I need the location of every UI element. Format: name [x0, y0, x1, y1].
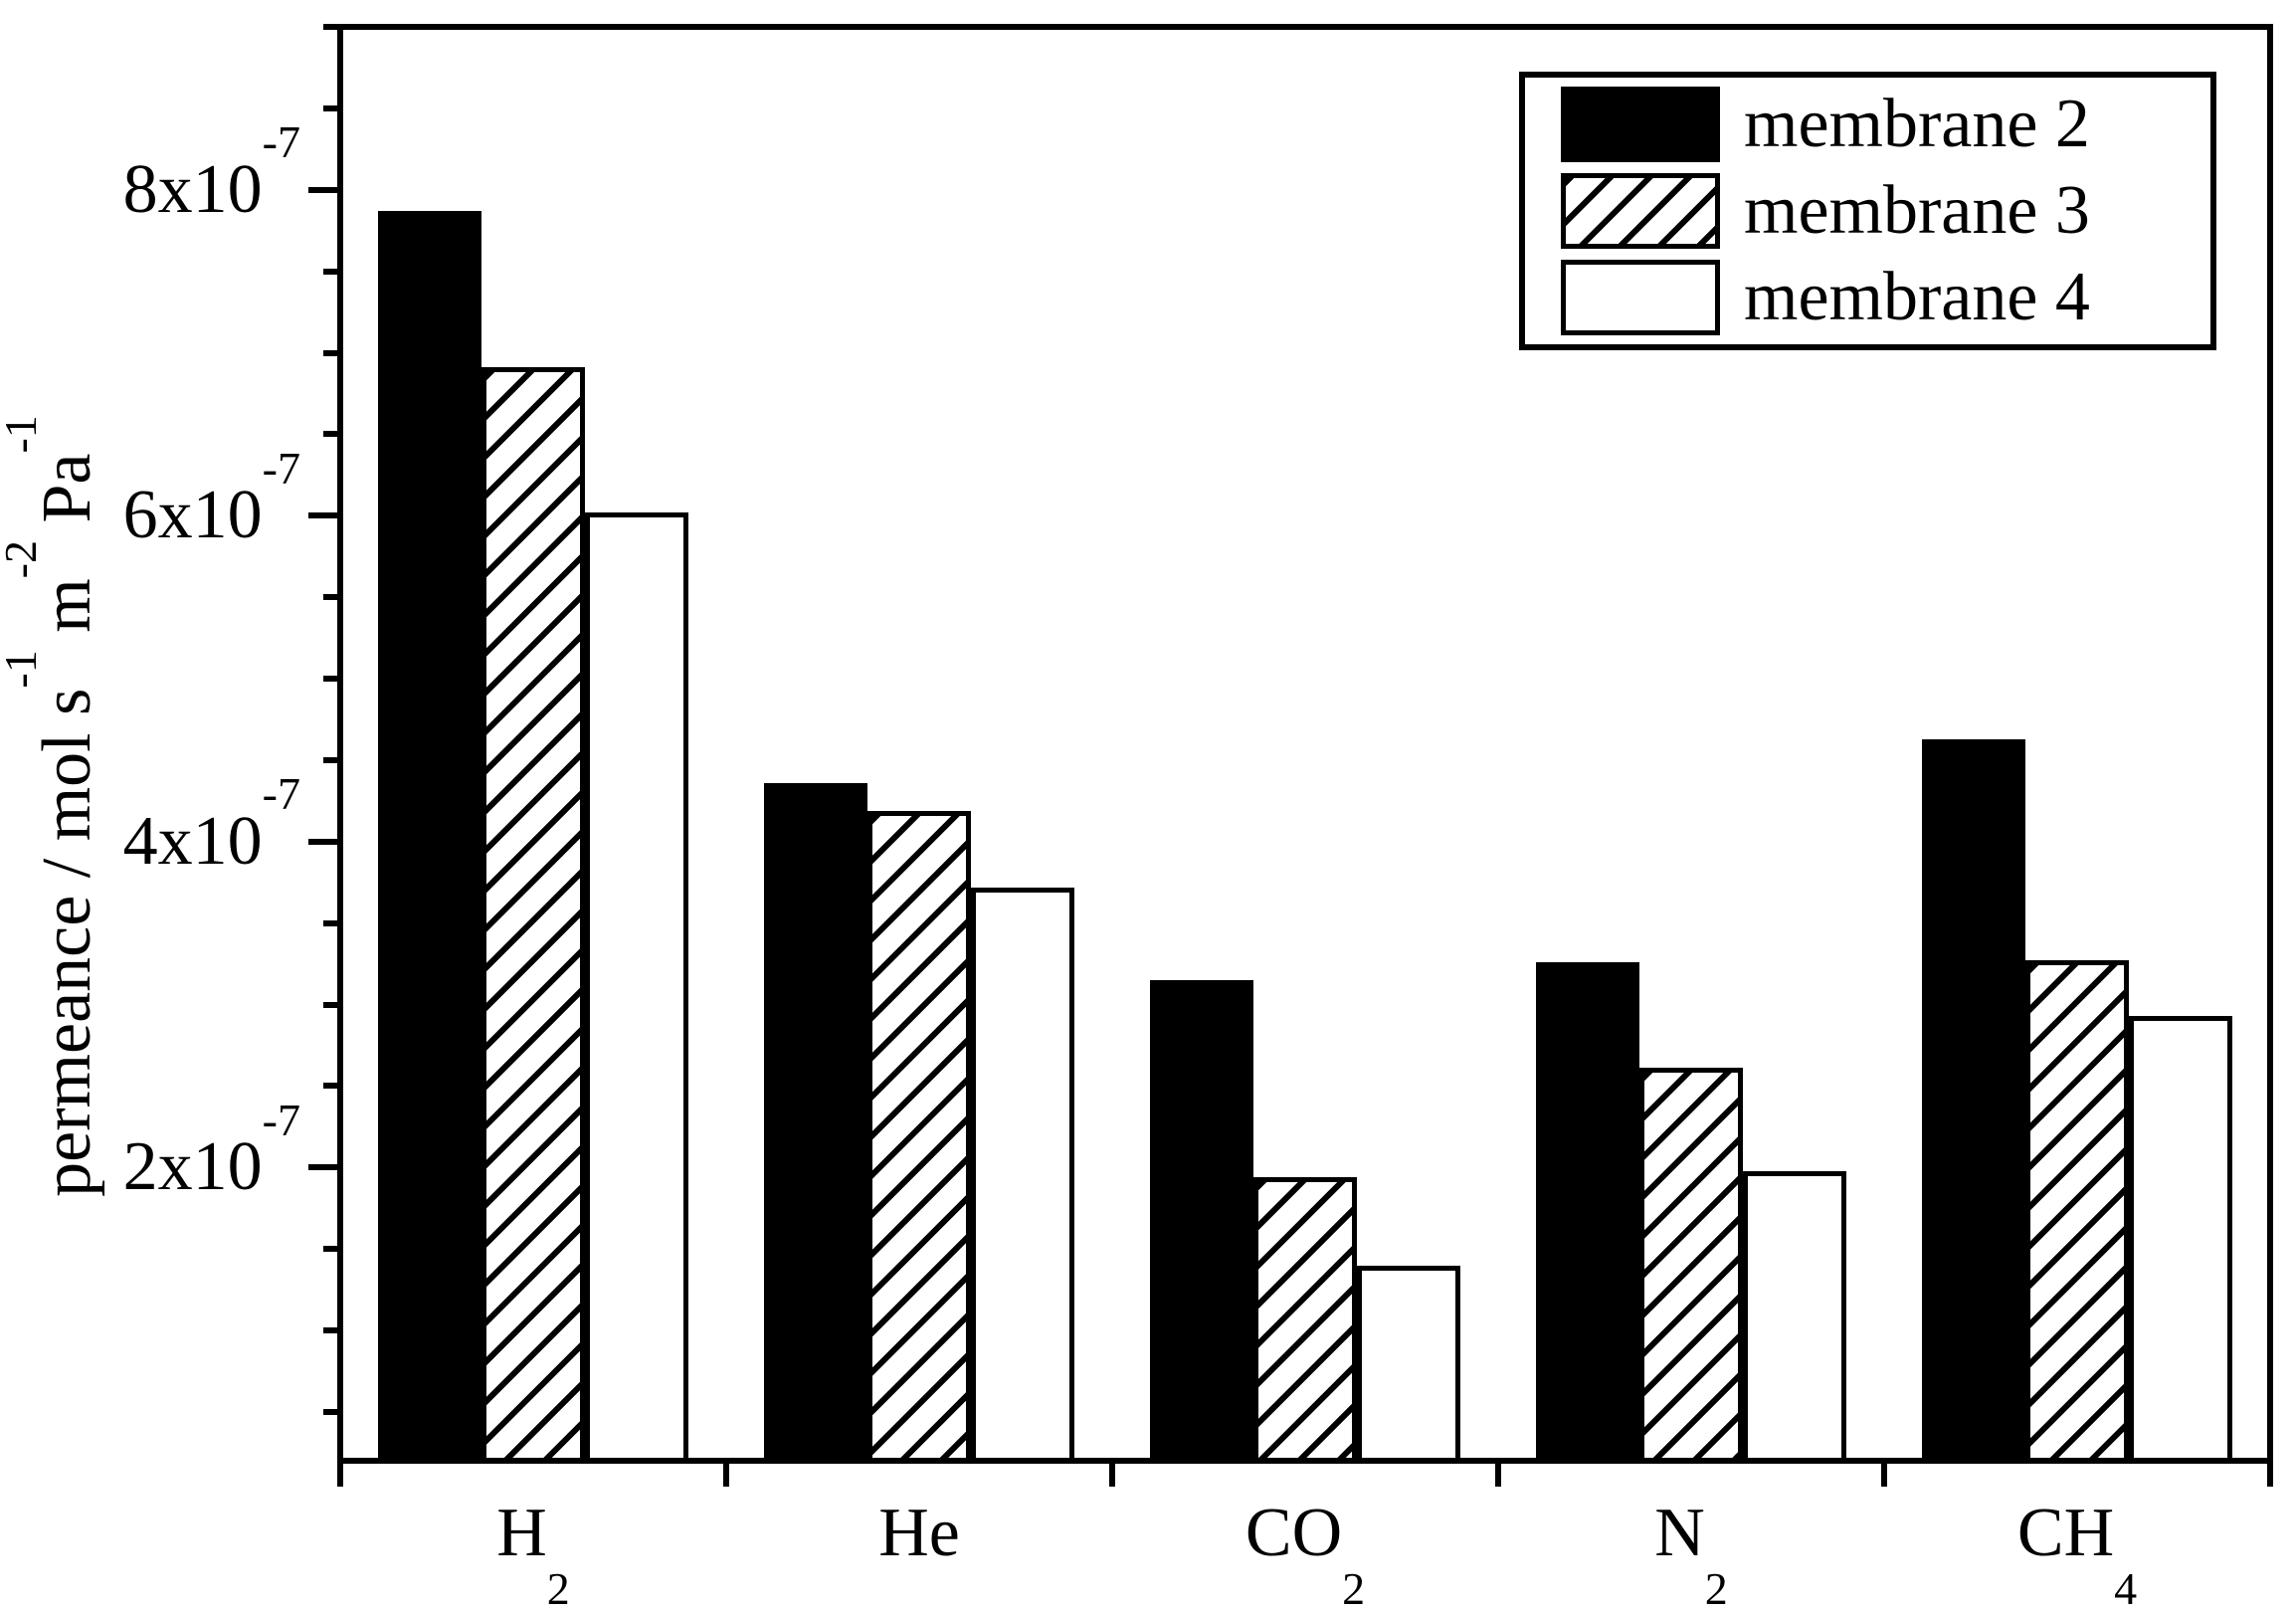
y-tick-label: 2x10-7: [42, 1097, 300, 1213]
y-tick-label-base: 6x10: [122, 477, 263, 554]
y-title-exponent: -2: [0, 540, 46, 579]
y-major-tick: [308, 838, 340, 845]
bar-membrane4-N2: [1743, 1170, 1846, 1464]
y-tick-label: 6x10-7: [42, 445, 300, 561]
x-category-label-CH4: CH4: [2017, 1499, 2137, 1612]
y-tick-label-exponent: -7: [262, 442, 300, 494]
x-category-subscript: 2: [1342, 1563, 1366, 1612]
legend-item-membrane-2: membrane 2: [1561, 85, 2210, 164]
x-tick: [1881, 1461, 1887, 1487]
legend-label: membrane 3: [1744, 172, 2090, 249]
y-tick-label-exponent: -7: [262, 768, 300, 820]
bar-membrane3-CH4: [2025, 960, 2129, 1464]
y-minor-tick: [323, 919, 340, 926]
y-axis-title: permeance / mol s-1 m-2 Pa-1: [0, 415, 105, 1197]
bar-membrane3-H2: [481, 367, 585, 1464]
legend: membrane 2 membrane 3 membrane 4: [1519, 72, 2216, 350]
bar-membrane4-CH4: [2129, 1015, 2232, 1464]
y-minor-tick: [323, 676, 340, 682]
y-major-tick: [308, 186, 340, 193]
legend-item-membrane-4: membrane 4: [1561, 258, 2210, 337]
bar-membrane4-CO2: [1357, 1265, 1460, 1464]
x-category-label-H2: H2: [496, 1499, 570, 1612]
x-tick: [2267, 1461, 2273, 1487]
legend-swatch-open-white: [1561, 260, 1720, 335]
legend-item-membrane-3: membrane 3: [1561, 171, 2210, 251]
bar-membrane2-H2: [378, 211, 481, 1464]
bar-membrane4-H2: [585, 511, 688, 1464]
x-category-label-He: He: [878, 1499, 960, 1568]
bar-membrane2-CO2: [1150, 979, 1253, 1464]
y-minor-tick: [323, 1408, 340, 1415]
bar-membrane3-He: [867, 810, 971, 1464]
y-title-text: permeance / mol s: [29, 688, 105, 1197]
bar-membrane3-N2: [1639, 1068, 1743, 1464]
y-minor-tick: [323, 594, 340, 601]
y-title-text: m: [29, 578, 105, 651]
x-tick: [337, 1461, 343, 1487]
x-category-label-CO2: CO2: [1245, 1499, 1365, 1612]
x-category-base: H: [496, 1495, 547, 1571]
y-minor-tick: [323, 349, 340, 356]
x-category-base: CO: [1244, 1495, 1343, 1571]
legend-label: membrane 2: [1744, 86, 2090, 162]
x-tick: [1495, 1461, 1501, 1487]
y-major-tick: [308, 512, 340, 519]
bar-membrane3-CO2: [1253, 1177, 1357, 1464]
y-tick-label-exponent: -7: [262, 116, 300, 168]
x-tick: [1109, 1461, 1115, 1487]
y-minor-tick: [323, 104, 340, 111]
y-tick-label-exponent: -7: [262, 1094, 300, 1145]
y-title-text: Pa: [29, 453, 105, 541]
x-category-base: N: [1654, 1495, 1705, 1571]
x-category-base: CH: [2016, 1495, 2115, 1571]
y-tick-label-base: 4x10: [122, 802, 263, 880]
y-minor-tick: [323, 268, 340, 275]
y-tick-label-base: 2x10: [122, 1128, 263, 1206]
y-minor-tick: [323, 431, 340, 438]
y-minor-tick: [323, 1001, 340, 1008]
x-tick: [723, 1461, 729, 1487]
bar-membrane2-N2: [1536, 961, 1639, 1464]
y-title-exponent: -1: [0, 650, 46, 689]
y-minor-tick: [323, 1083, 340, 1090]
x-category-subscript: 2: [1704, 1563, 1728, 1612]
bar-membrane2-He: [764, 782, 867, 1464]
y-minor-tick: [323, 24, 340, 30]
y-minor-tick: [323, 756, 340, 763]
y-major-tick: [308, 1164, 340, 1171]
x-category-subscript: 2: [546, 1563, 570, 1612]
y-title-exponent: -1: [0, 415, 46, 454]
bar-membrane4-He: [971, 887, 1074, 1464]
bar-membrane2-CH4: [1922, 738, 2025, 1464]
x-category-base: He: [878, 1495, 960, 1571]
y-tick-label: 8x10-7: [42, 119, 300, 236]
x-category-subscript: 4: [2114, 1563, 2138, 1612]
y-tick-label-base: 8x10: [122, 150, 263, 228]
x-category-label-N2: N2: [1654, 1499, 1728, 1612]
legend-label: membrane 4: [1744, 259, 2090, 335]
legend-swatch-solid-black: [1561, 87, 1720, 162]
y-minor-tick: [323, 1327, 340, 1333]
y-tick-label: 4x10-7: [42, 771, 300, 888]
y-minor-tick: [323, 1246, 340, 1253]
legend-swatch-diagonal-hatch: [1561, 173, 1720, 249]
